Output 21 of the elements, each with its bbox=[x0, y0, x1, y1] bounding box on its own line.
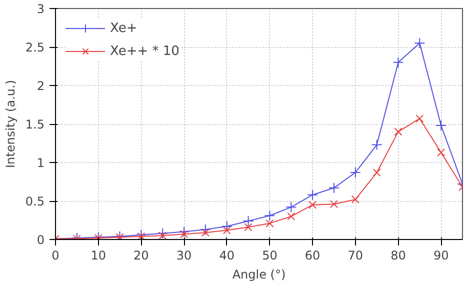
x-tick-label: 50 bbox=[262, 248, 278, 262]
y-tick-label: 1 bbox=[36, 156, 45, 170]
x-tick-label: 90 bbox=[433, 248, 449, 262]
y-tick-label: 1.5 bbox=[25, 118, 45, 132]
y-tick-label: 2 bbox=[36, 79, 45, 93]
x-tick-label: 60 bbox=[304, 248, 320, 262]
x-tick-label: 30 bbox=[176, 248, 192, 262]
x-tick-label: 70 bbox=[348, 248, 364, 262]
y-tick-label: 2.5 bbox=[25, 40, 45, 54]
y-tick-label: 3 bbox=[36, 2, 45, 16]
y-tick-label: 0 bbox=[36, 233, 45, 247]
legend-label: Xe+ bbox=[110, 20, 138, 36]
x-tick-label: 0 bbox=[52, 248, 60, 262]
x-tick-label: 10 bbox=[90, 248, 106, 262]
x-tick-label: 40 bbox=[219, 248, 235, 262]
x-tick-label: 80 bbox=[390, 248, 406, 262]
x-axis-title: Angle (°) bbox=[232, 268, 286, 282]
y-tick-label: 0.5 bbox=[25, 194, 45, 208]
y-axis-title: Intensity (a.u.) bbox=[3, 80, 18, 168]
legend-label: Xe++ * 10 bbox=[110, 44, 180, 58]
x-tick-label: 20 bbox=[134, 248, 149, 262]
